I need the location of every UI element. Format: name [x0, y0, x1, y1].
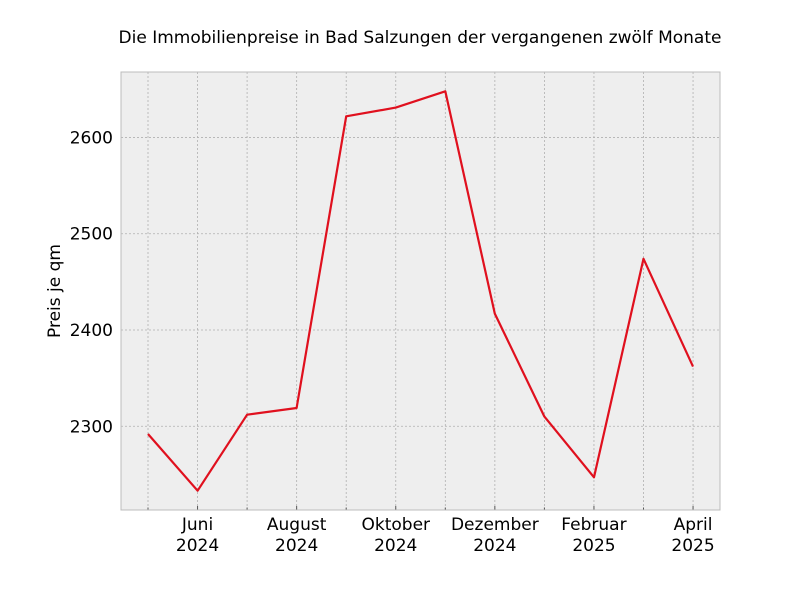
x-tick-label-month: Juni	[181, 515, 213, 535]
grid	[121, 72, 720, 510]
data-point-2025-04	[691, 365, 695, 369]
x-tick-label-month: April	[674, 515, 713, 535]
data-point-2025-02	[592, 475, 596, 479]
data-point-2024-12	[493, 312, 497, 316]
y-tick-labels: 2300 2400 2500 2600	[70, 128, 113, 437]
data-point-2024-06	[196, 489, 200, 493]
x-tick-label-month: August	[267, 515, 327, 535]
data-point-2024-10	[394, 106, 398, 110]
data-point-2024-05	[146, 432, 150, 436]
y-tick-label: 2500	[70, 225, 113, 245]
chart-title: Die Immobilienpreise in Bad Salzungen de…	[119, 28, 722, 48]
x-tick-label-month: Februar	[561, 515, 626, 535]
x-tick-labels: Juni2024August2024Oktober2024Dezember202…	[176, 515, 715, 556]
x-tick-label-month: Dezember	[451, 515, 539, 535]
x-tick-label-year: 2025	[671, 536, 714, 556]
x-tick-label-year: 2025	[572, 536, 615, 556]
x-tick-label-month: Oktober	[361, 515, 430, 535]
x-tick-label-year: 2024	[374, 536, 417, 556]
data-point-2025-03	[642, 257, 646, 261]
y-tick-label: 2400	[70, 321, 113, 341]
plot-frame	[120, 71, 721, 511]
data-point-2024-07	[245, 413, 249, 417]
data-point-2024-08	[295, 406, 299, 410]
y-axis-label: Preis je qm	[45, 244, 65, 338]
y-tick-label: 2300	[70, 417, 113, 437]
plot-area	[121, 72, 720, 510]
x-tick-label-year: 2024	[473, 536, 516, 556]
x-tick-label-year: 2024	[176, 536, 219, 556]
data-point-2025-01	[542, 415, 546, 419]
y-tick-label: 2600	[70, 128, 113, 148]
data-point-2024-11	[443, 89, 447, 93]
series-line-price	[147, 90, 694, 492]
x-tick-label-year: 2024	[275, 536, 318, 556]
data-point-2024-09	[344, 114, 348, 118]
